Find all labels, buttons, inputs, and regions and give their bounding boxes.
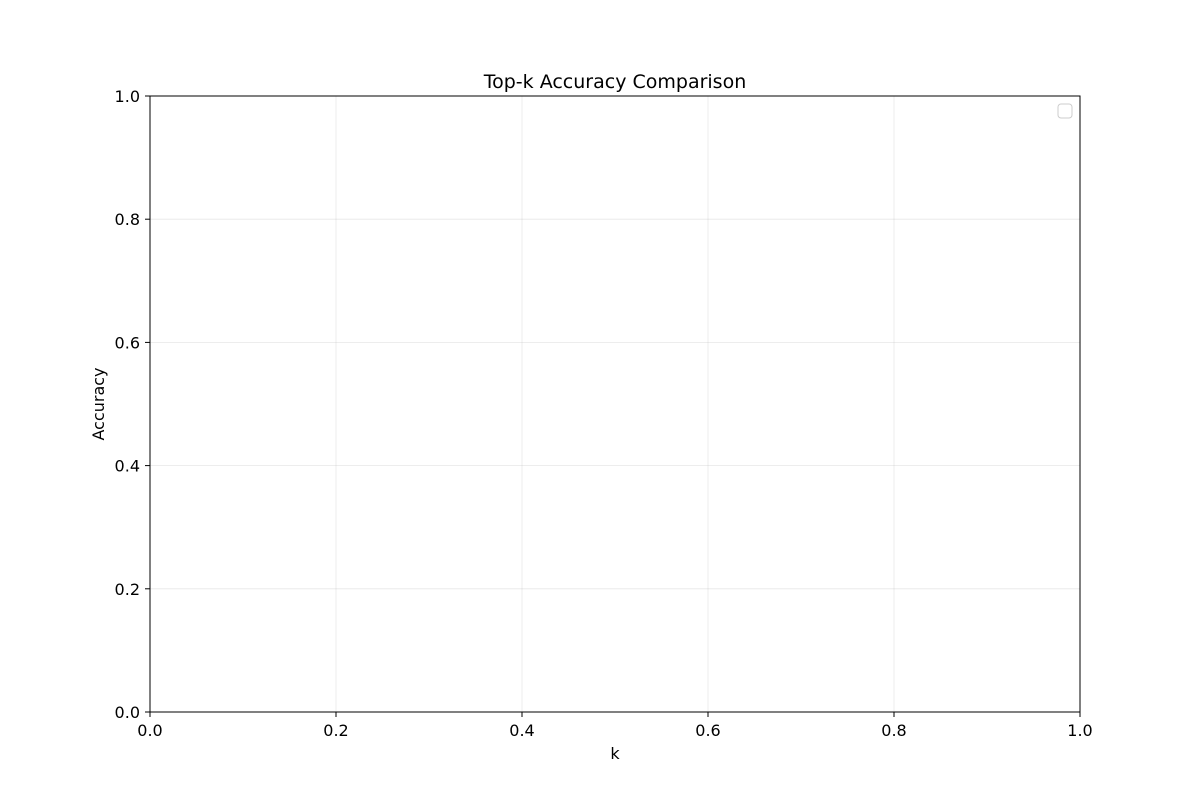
x-axis-label: k [610,744,620,763]
x-tick-label: 1.0 [1067,721,1092,740]
x-tick-label: 0.4 [509,721,534,740]
legend [1057,103,1073,119]
y-axis: 0.0 0.2 0.4 0.6 0.8 1.0 [115,87,150,722]
x-tick-label: 0.8 [881,721,906,740]
chart-title: Top-k Accuracy Comparison [483,71,747,93]
x-axis: 0.0 0.2 0.4 0.6 0.8 1.0 [137,712,1093,740]
y-tick-label: 0.2 [115,580,140,599]
x-tick-label: 0.2 [323,721,348,740]
y-axis-label: Accuracy [89,367,108,440]
y-tick-label: 0.8 [115,210,140,229]
y-tick-label: 0.6 [115,333,140,352]
y-tick-label: 0.0 [115,703,140,722]
x-tick-label: 0.0 [137,721,162,740]
y-tick-label: 1.0 [115,87,140,106]
y-tick-label: 0.4 [115,457,140,476]
x-tick-label: 0.6 [695,721,720,740]
plot-area-frame [149,95,1081,713]
